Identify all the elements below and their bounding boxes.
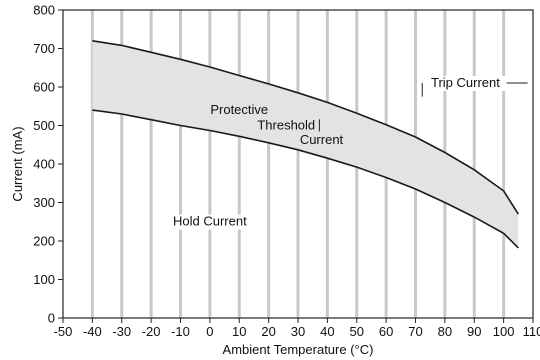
series-layer [92, 40, 519, 249]
x-tick-label: 10 [232, 324, 246, 339]
y-axis-label: Current (mA) [10, 126, 25, 201]
annotation-backdrop [294, 132, 349, 148]
x-tick-label: 60 [379, 324, 393, 339]
x-tick-label: 40 [320, 324, 334, 339]
y-tick-label: 200 [33, 234, 55, 249]
trip-current-line [92, 40, 519, 215]
x-tick-label: 90 [467, 324, 481, 339]
annotation-backdrop [421, 76, 510, 91]
annotation-protective: Protective [210, 102, 268, 117]
hold-current-line [92, 109, 519, 249]
annotation-backdrop [252, 118, 321, 134]
y-tick-label: 800 [33, 3, 55, 18]
x-tick-label: -30 [112, 324, 131, 339]
annotation-hold-current: Hold Current [173, 214, 247, 229]
x-axis-label: Ambient Temperature (°C) [223, 342, 374, 357]
x-tick-label: 30 [291, 324, 305, 339]
y-tick-label: 400 [33, 157, 55, 172]
annotation-threshold: Threshold [257, 117, 315, 132]
y-tick-label: 300 [33, 195, 55, 210]
x-tick-label: 100 [493, 324, 515, 339]
annotation-backdrop [165, 214, 255, 230]
x-tick-label: 20 [261, 324, 275, 339]
x-tick-label: 70 [408, 324, 422, 339]
x-tick-label: -40 [83, 324, 102, 339]
x-tick-label: -20 [142, 324, 161, 339]
annotation-current: Current [300, 132, 344, 147]
y-tick-label: 600 [33, 80, 55, 95]
y-tick-label: 700 [33, 41, 55, 56]
x-tick-label: -50 [54, 324, 73, 339]
x-tick-label: 50 [350, 324, 364, 339]
y-tick-label: 0 [48, 311, 55, 326]
y-tick-label: 500 [33, 118, 55, 133]
ticks-layer: -50 -40 -30 -20 -10 0 10 20 30 40 50 60 70 80 90 100 110… [33, 3, 540, 340]
annotation-backdrop [201, 102, 277, 118]
x-tick-label: 0 [206, 324, 213, 339]
annotation-trip-current: Trip Current [431, 75, 500, 90]
x-tick-label: 80 [438, 324, 452, 339]
x-tick-label: 110 [523, 324, 540, 339]
x-tick-label: -10 [171, 324, 190, 339]
y-tick-label: 100 [33, 272, 55, 287]
